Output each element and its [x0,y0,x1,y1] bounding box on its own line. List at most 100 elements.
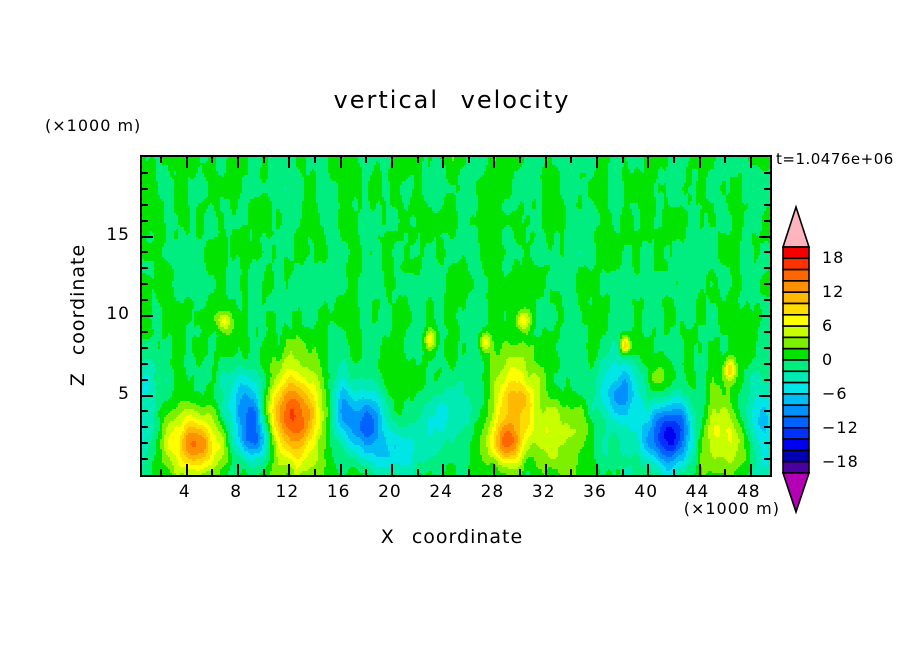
tick-mark [764,283,770,286]
tick-mark [724,469,727,475]
plot-area [140,155,772,477]
colorbar-cell [782,314,810,327]
tick-mark [544,157,547,168]
x-axis-title: X coordinate [380,526,524,548]
tick-mark [185,157,188,168]
tick-mark [365,157,368,163]
x-tick-label: 4 [178,482,191,502]
tick-mark [442,157,445,168]
tick-mark [519,157,522,163]
tick-mark [595,157,598,168]
tick-mark [339,157,342,168]
tick-mark [672,469,675,475]
tick-mark [142,267,148,270]
tick-mark [142,410,148,413]
tick-mark [467,469,470,475]
tick-mark [764,267,770,270]
tick-mark [142,203,148,206]
colorbar-cell [782,449,810,463]
tick-mark [764,187,770,190]
tick-mark [142,346,148,349]
colorbar-under-arrow [781,472,811,515]
x-tick-label: 40 [634,482,659,502]
x-tick-label: 28 [480,482,505,502]
tick-mark [142,251,148,254]
colorbar-cell [782,347,810,361]
x-tick-label: 32 [531,482,556,502]
chart-title: vertical velocity [333,86,571,114]
tick-mark [142,235,153,238]
tick-mark [262,157,265,163]
x-tick-label: 12 [275,482,300,502]
tick-mark [142,315,153,317]
colorbar-cell [782,302,810,316]
tick-mark [764,171,770,174]
tick-mark [211,469,214,475]
tick-mark [142,171,148,174]
z-axis-unit-label: (×1000 m) [45,116,142,135]
tick-mark [493,464,496,475]
tick-mark [185,464,188,475]
colorbar-cell [782,427,810,440]
z-tick-label: 15 [106,224,130,245]
tick-mark [698,157,701,168]
tick-mark [749,157,752,168]
tick-mark [142,330,148,333]
colorbar-level-label: 6 [822,316,834,336]
tick-mark [764,362,770,365]
tick-mark [142,283,148,286]
x-tick-label: 36 [583,482,607,502]
colorbar-cell [782,404,810,418]
colorbar-cell [782,370,810,384]
colorbar-cell [782,393,810,406]
tick-mark [262,469,265,475]
colorbar-over-arrow [781,204,811,248]
tick-mark [764,378,770,381]
tick-mark [493,157,496,168]
tick-mark [544,464,547,475]
colorbar-cell [782,381,810,395]
tick-mark [764,299,770,302]
tick-mark [237,157,240,168]
tick-mark [764,203,770,206]
tick-mark [724,157,727,163]
colorbar-level-label: −6 [822,383,848,403]
tick-mark [142,378,148,381]
tick-mark [621,469,624,475]
tick-mark [160,157,163,163]
tick-mark [764,219,770,222]
tick-mark [142,458,148,461]
z-axis-title: Z coordinate [67,243,89,387]
x-tick-label: 20 [378,482,402,502]
tick-mark [698,464,701,475]
tick-mark [442,464,445,475]
tick-mark [647,157,650,168]
colorbar-cell [782,246,810,260]
tick-mark [519,469,522,475]
x-tick-label: 16 [326,482,351,502]
tick-mark [390,464,393,475]
colorbar-level-label: 12 [822,282,845,302]
tick-mark [672,157,675,163]
tick-mark [749,464,752,475]
z-tick-label: 10 [106,304,130,324]
colorbar-cell [782,280,810,294]
tick-mark [288,464,291,475]
tick-mark [237,464,240,475]
x-tick-label: 48 [736,482,761,502]
timestamp-label: t=1.0476e+06 [776,150,894,168]
tick-mark [764,330,770,333]
tick-mark [142,394,153,397]
colorbar-cell [782,336,810,350]
tick-mark [288,157,291,168]
tick-mark [621,157,624,163]
tick-mark [142,442,148,445]
x-tick-label: 44 [685,482,710,502]
tick-mark [142,219,148,222]
colorbar-cell [782,415,810,429]
tick-mark [764,458,770,461]
colorbar-cell [782,359,810,373]
tick-mark [416,469,419,475]
tick-mark [764,442,770,445]
